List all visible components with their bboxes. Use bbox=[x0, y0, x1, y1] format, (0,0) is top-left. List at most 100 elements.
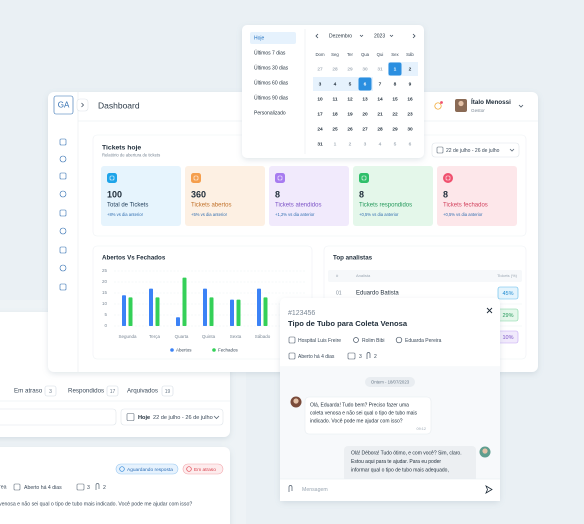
preset[interactable]: Últimos 90 dias bbox=[254, 94, 289, 101]
day[interactable]: 12 bbox=[347, 97, 353, 103]
preset[interactable]: Hoje bbox=[254, 35, 265, 41]
day[interactable]: 28 bbox=[332, 67, 338, 73]
location: Rolim Bibi bbox=[362, 338, 385, 344]
chevron bbox=[213, 415, 220, 420]
message-time: 09:12 bbox=[416, 427, 426, 431]
preset[interactable]: Últimos 60 dias bbox=[254, 79, 289, 86]
sidebar-icon[interactable] bbox=[59, 172, 67, 180]
day[interactable]: 25 bbox=[332, 127, 338, 133]
day[interactable]: 27 bbox=[362, 127, 368, 133]
stat-icon bbox=[443, 173, 453, 183]
avatar-face bbox=[482, 448, 488, 454]
day[interactable]: 13 bbox=[362, 97, 368, 103]
stat-value: 100 bbox=[107, 189, 122, 199]
day[interactable]: 18 bbox=[332, 112, 338, 118]
day[interactable]: 22 bbox=[392, 112, 398, 118]
day[interactable]: 27 bbox=[317, 67, 323, 73]
day[interactable]: 20 bbox=[362, 112, 368, 118]
day[interactable]: 14 bbox=[377, 97, 383, 103]
message-input[interactable]: Mensagem bbox=[302, 487, 328, 493]
day[interactable]: 29 bbox=[347, 67, 353, 73]
message-bubble bbox=[344, 446, 476, 482]
day[interactable]: 29 bbox=[392, 127, 398, 133]
day[interactable]: 1 bbox=[394, 67, 397, 73]
day[interactable]: 10 bbox=[317, 97, 323, 103]
date-button[interactable] bbox=[120, 408, 224, 426]
close-button[interactable] bbox=[486, 307, 493, 314]
preset[interactable]: Últimos 7 dias bbox=[254, 49, 286, 56]
chevron bbox=[389, 34, 394, 37]
stat-glyph bbox=[277, 175, 283, 181]
weekday: Qua bbox=[361, 52, 370, 57]
stat-value: 8 bbox=[359, 189, 364, 199]
preset[interactable]: Personalizado bbox=[254, 110, 286, 116]
day[interactable]: 15 bbox=[392, 97, 398, 103]
day[interactable]: 23 bbox=[407, 112, 413, 118]
send-button[interactable] bbox=[485, 485, 493, 494]
user-role: Gestor bbox=[471, 108, 485, 113]
tab[interactable]: Arquivados bbox=[127, 388, 158, 395]
day[interactable]: 1 bbox=[334, 142, 337, 148]
tab[interactable]: Em atraso bbox=[14, 388, 43, 395]
x-tick-label: Terça bbox=[149, 334, 161, 339]
y-tick-label: 15 bbox=[102, 290, 108, 295]
message-line: Olá! Débora! Tudo ótimo, e com você? Sim… bbox=[351, 450, 462, 456]
tab-count: 17 bbox=[110, 389, 116, 395]
day[interactable]: 16 bbox=[407, 97, 413, 103]
date-button[interactable] bbox=[431, 142, 520, 158]
day[interactable]: 7 bbox=[379, 82, 382, 88]
bar bbox=[203, 288, 207, 326]
day[interactable]: 21 bbox=[377, 112, 383, 118]
x-tick-label: Sábado bbox=[255, 334, 271, 339]
day[interactable]: 9 bbox=[409, 82, 412, 88]
preset[interactable]: Últimos 30 dias bbox=[254, 64, 289, 71]
chart-title: Abertos Vs Fechados bbox=[102, 255, 166, 262]
calendar-icon bbox=[436, 146, 444, 154]
day[interactable]: 28 bbox=[377, 127, 383, 133]
day-selected bbox=[358, 77, 372, 91]
logo-text: GA bbox=[58, 101, 70, 110]
stat-card bbox=[437, 166, 517, 226]
day[interactable]: 30 bbox=[362, 67, 368, 73]
sidebar-icon[interactable] bbox=[59, 190, 67, 198]
day[interactable]: 5 bbox=[349, 82, 352, 88]
sidebar-icon[interactable] bbox=[59, 227, 67, 235]
weekday: Sáb bbox=[406, 52, 414, 57]
day[interactable]: 4 bbox=[379, 142, 382, 148]
day[interactable]: 19 bbox=[347, 112, 353, 118]
day[interactable]: 2 bbox=[349, 142, 352, 148]
chevron bbox=[359, 34, 364, 37]
day[interactable]: 8 bbox=[394, 82, 397, 88]
tab[interactable]: Respondidos bbox=[68, 388, 104, 395]
attachments: 2 bbox=[103, 485, 106, 491]
sidebar-icon[interactable] bbox=[59, 138, 67, 146]
search-input bbox=[0, 408, 117, 426]
sidebar-icon[interactable] bbox=[59, 209, 67, 217]
day[interactable]: 3 bbox=[364, 142, 367, 148]
day[interactable]: 3 bbox=[319, 82, 322, 88]
day[interactable]: 24 bbox=[317, 127, 323, 133]
day[interactable]: 30 bbox=[407, 127, 413, 133]
sidebar-icon[interactable] bbox=[59, 155, 67, 163]
sidebar-icon[interactable] bbox=[59, 246, 67, 254]
message-bubble bbox=[304, 396, 432, 435]
day[interactable]: 4 bbox=[334, 82, 337, 88]
day[interactable]: 31 bbox=[317, 142, 323, 148]
sidebar-icon[interactable] bbox=[59, 264, 67, 272]
sidebar-icon[interactable] bbox=[59, 283, 67, 291]
day[interactable]: 5 bbox=[394, 142, 397, 148]
day[interactable]: 26 bbox=[347, 127, 353, 133]
opened: Aberto há 4 dias bbox=[24, 485, 62, 491]
day[interactable]: 31 bbox=[377, 67, 383, 73]
stat-icon bbox=[359, 173, 369, 183]
attachment-icon[interactable] bbox=[288, 485, 293, 492]
day[interactable]: 6 bbox=[409, 142, 412, 148]
day[interactable]: 11 bbox=[332, 97, 337, 103]
day-selected bbox=[388, 62, 402, 76]
day[interactable]: 2 bbox=[409, 67, 412, 73]
day[interactable]: 17 bbox=[317, 112, 323, 118]
day[interactable]: 6 bbox=[364, 82, 367, 88]
collapse-button[interactable] bbox=[76, 98, 89, 112]
stat-label: Tickets atendidos bbox=[275, 203, 321, 209]
